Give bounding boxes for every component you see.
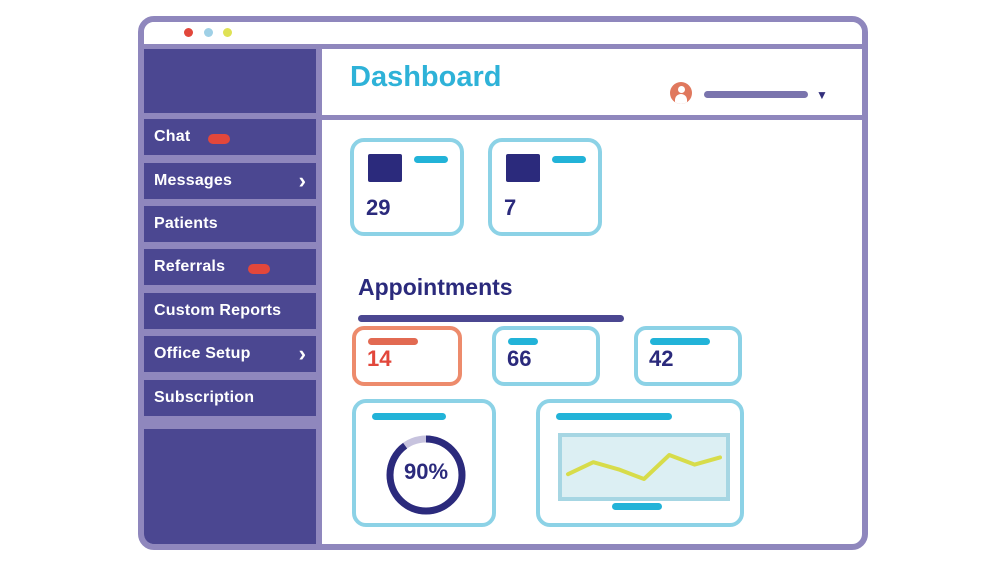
notification-badge xyxy=(208,134,230,144)
appointments-title: Appointments xyxy=(358,274,513,300)
donut-progress-arc xyxy=(386,435,466,515)
card-value: 29 xyxy=(366,195,391,220)
card-value: 7 xyxy=(504,195,517,220)
sidebar-footer xyxy=(144,429,316,544)
sidebar-item-patients[interactable]: Patients xyxy=(144,206,316,242)
trend-line xyxy=(566,453,722,481)
sidebar-item-label: Custom Reports xyxy=(154,302,282,319)
summary-card[interactable]: 29 xyxy=(350,138,464,236)
chevron-down-icon[interactable]: ▼ xyxy=(816,88,828,102)
chart-caption-placeholder xyxy=(612,503,662,510)
user-name-placeholder[interactable] xyxy=(704,91,808,98)
minimize-window-icon[interactable] xyxy=(204,28,213,37)
stat-value: 42 xyxy=(649,346,674,371)
sidebar-item-subscription[interactable]: Subscription xyxy=(144,380,316,416)
header: Dashboard ▼ xyxy=(322,49,862,120)
card-label-placeholder xyxy=(552,156,586,163)
trend-plot xyxy=(558,433,730,501)
stat-label-placeholder xyxy=(508,338,538,345)
stat-label-placeholder xyxy=(650,338,710,345)
stat-value: 14 xyxy=(367,346,392,371)
sidebar-item-custom-reports[interactable]: Custom Reports xyxy=(144,293,316,329)
sidebar-item-label: Chat xyxy=(154,128,191,145)
card-icon xyxy=(368,154,402,182)
app-window: Chat Messages › Patients Referrals Custo… xyxy=(138,16,868,550)
close-window-icon[interactable] xyxy=(184,28,193,37)
sidebar-item-label: Subscription xyxy=(154,389,255,406)
card-label-placeholder xyxy=(372,413,446,420)
sidebar-item-office-setup[interactable]: Office Setup › xyxy=(144,336,316,372)
sidebar-item-chat[interactable]: Chat xyxy=(144,119,316,155)
appointment-stat-card[interactable]: 42 xyxy=(634,326,742,386)
chevron-right-icon: › xyxy=(298,168,306,193)
chevron-right-icon: › xyxy=(298,341,306,366)
main-content: 29 7 Appointments 14 66 42 xyxy=(322,120,862,544)
notification-badge xyxy=(248,264,270,274)
avatar-head xyxy=(678,86,685,93)
sidebar-item-label: Messages xyxy=(154,172,233,189)
sidebar-logo-area xyxy=(144,49,316,113)
card-icon xyxy=(506,154,540,182)
summary-card[interactable]: 7 xyxy=(488,138,602,236)
section-underline xyxy=(358,315,624,322)
donut-chart-card[interactable]: 90% xyxy=(352,399,496,527)
sidebar-item-label: Referrals xyxy=(154,258,226,275)
user-avatar-icon[interactable] xyxy=(670,82,692,104)
title-bar xyxy=(144,22,862,49)
avatar-body xyxy=(675,94,687,104)
stat-value: 66 xyxy=(507,346,532,371)
trend-svg xyxy=(566,453,722,481)
card-label-placeholder xyxy=(414,156,448,163)
sidebar-item-messages[interactable]: Messages › xyxy=(144,163,316,199)
stat-label-placeholder xyxy=(368,338,418,345)
donut-value: 90% xyxy=(403,459,449,484)
sidebar-item-referrals[interactable]: Referrals xyxy=(144,249,316,285)
page-title: Dashboard xyxy=(350,61,502,93)
appointment-stat-card[interactable]: 66 xyxy=(492,326,600,386)
sidebar: Chat Messages › Patients Referrals Custo… xyxy=(144,49,322,544)
progress-donut: 90% xyxy=(384,433,468,517)
appointment-stat-card[interactable]: 14 xyxy=(352,326,462,386)
maximize-window-icon[interactable] xyxy=(223,28,232,37)
donut-svg xyxy=(386,435,466,515)
sidebar-item-label: Patients xyxy=(154,215,218,232)
trend-chart-card[interactable] xyxy=(536,399,744,527)
card-label-placeholder xyxy=(556,413,672,420)
sidebar-item-label: Office Setup xyxy=(154,345,251,362)
